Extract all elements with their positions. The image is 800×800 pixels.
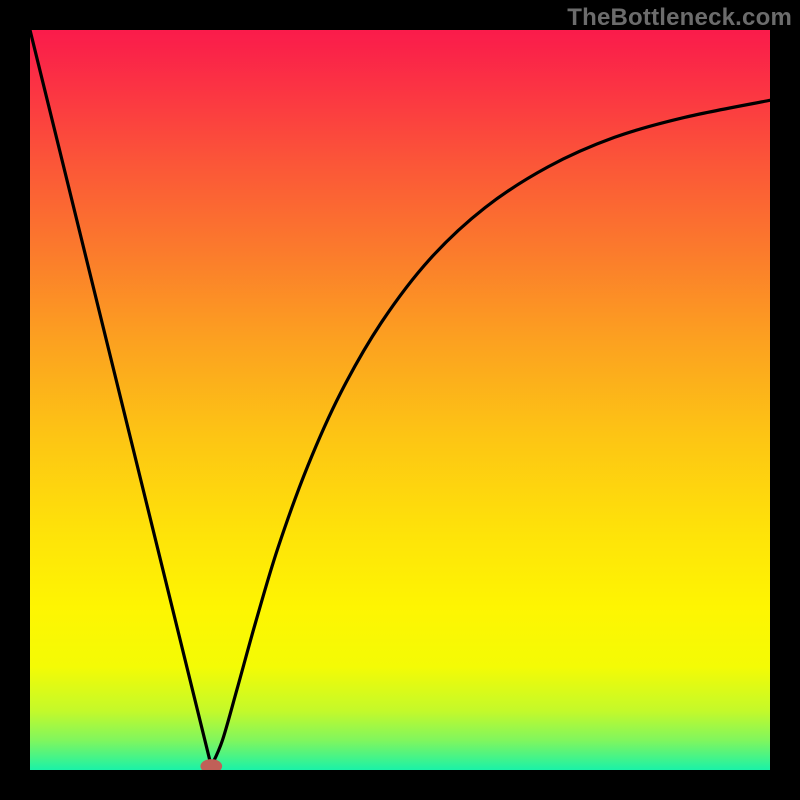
frame: TheBottleneck.com bbox=[0, 0, 800, 800]
minimum-marker bbox=[201, 760, 222, 770]
plot-area bbox=[30, 30, 770, 770]
bottleneck-curve bbox=[30, 30, 770, 770]
attribution-text: TheBottleneck.com bbox=[567, 4, 792, 32]
